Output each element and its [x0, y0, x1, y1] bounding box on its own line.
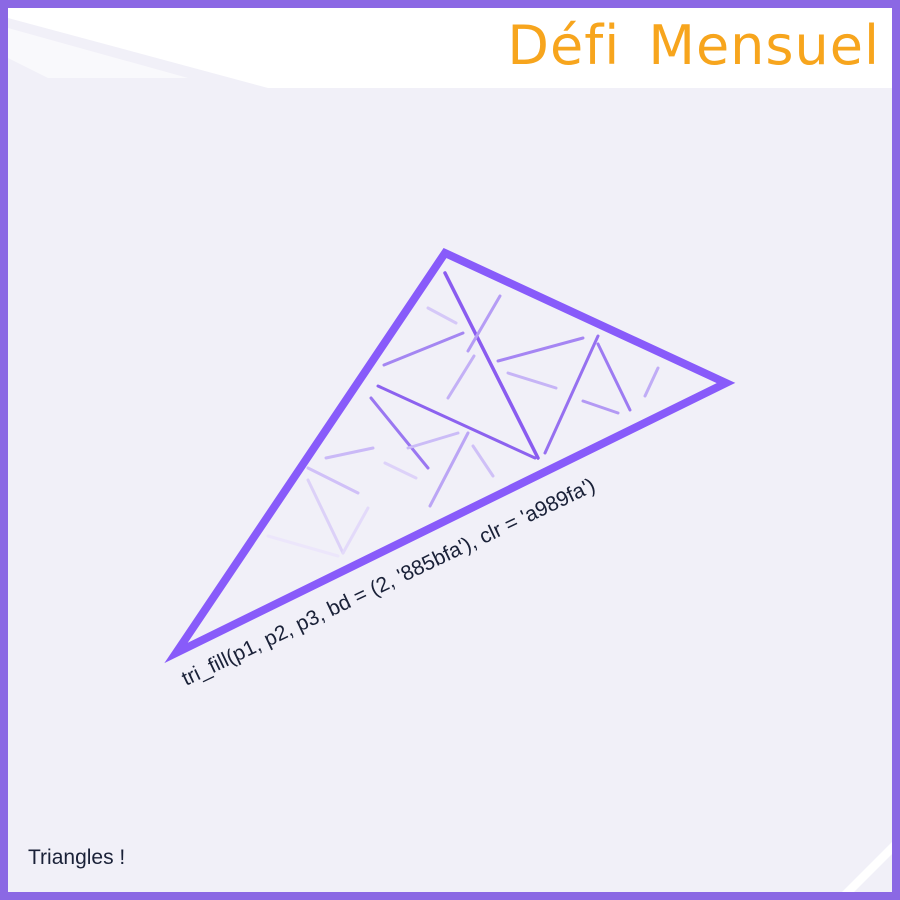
corner-decoration [842, 842, 892, 892]
inner-triangle-lines [266, 271, 660, 558]
outer-triangle [164, 247, 736, 664]
caption-text: Triangles ! [28, 846, 126, 869]
code-label: tri_fill(p1, p2, p3, bd = (2, '885bfa'),… [178, 474, 599, 691]
page-title: Défi Mensuel [507, 14, 880, 77]
triangle-artwork: tri_fill(p1, p2, p3, bd = (2, '885bfa'),… [164, 247, 736, 691]
title-banner [8, 8, 892, 88]
